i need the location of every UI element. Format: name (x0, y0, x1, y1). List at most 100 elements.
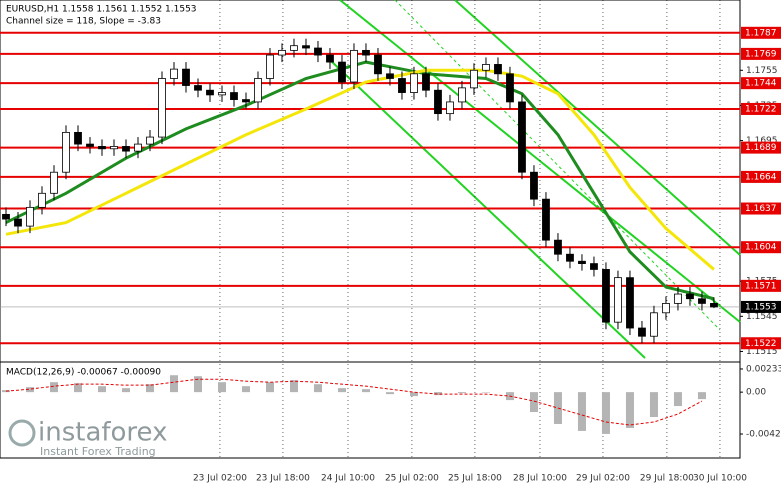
macd-bar (529, 392, 538, 413)
x-tick-label: 29 Jul 18:00 (640, 474, 694, 484)
level-label: 1.1664 (745, 172, 777, 182)
macd-bar (25, 387, 34, 393)
macd-bar (601, 392, 610, 434)
candle-body (650, 312, 658, 337)
candle-body (14, 218, 22, 227)
watermark-tagline: Instant Forex Trading (40, 445, 156, 458)
candle-body (158, 78, 166, 138)
candle-body (38, 192, 46, 208)
candle-body (434, 89, 442, 115)
macd-bar (337, 388, 346, 393)
level-label-box (741, 26, 781, 39)
macd-y-tick-label: 0.00 (746, 388, 766, 398)
macd-bar (289, 380, 298, 393)
watermark: instaforex Instant Forex Trading (8, 418, 167, 458)
last-price-box (741, 300, 781, 313)
candle-body (206, 89, 214, 96)
candle-body (710, 303, 718, 308)
candle-body (362, 49, 370, 56)
macd-bar (625, 392, 634, 428)
candle-body (170, 68, 178, 79)
macd-bar (49, 382, 58, 393)
level-label-box (741, 102, 781, 115)
candle-body (530, 171, 538, 200)
candle-body (350, 49, 358, 83)
candle-body (518, 101, 526, 173)
macd-bar (409, 392, 418, 397)
level-label-box (741, 241, 781, 254)
y-tick-label: 1.1515 (746, 347, 778, 357)
x-tick-label: 25 Jul 18:00 (448, 474, 502, 484)
macd-bar (73, 383, 82, 393)
candle-body (302, 45, 310, 49)
candle-body (482, 64, 490, 71)
watermark-name: instaforex (38, 418, 167, 448)
macd-bar (217, 382, 226, 393)
macd-bar (433, 392, 442, 396)
chart-subtitle: Channel size = 118, Slope = -3.83 (6, 17, 161, 27)
candle-body (134, 143, 142, 152)
candle-body (638, 327, 646, 337)
macd-bar (673, 392, 682, 407)
candle-body (326, 54, 334, 63)
x-tick-label: 24 Jul 10:00 (321, 474, 375, 484)
candle-body (338, 61, 346, 83)
logo-icon (8, 419, 36, 447)
macd-y-tick-label: 0.00233 (746, 364, 781, 374)
candle-body (662, 303, 670, 314)
macd-bar (649, 392, 658, 418)
x-tick-label: 23 Jul 02:00 (193, 474, 247, 484)
x-tick-label: 30 Jul 10:00 (693, 474, 747, 484)
candle-body (98, 146, 106, 150)
level-label: 1.1722 (745, 104, 777, 114)
chart-title: EURUSD,H1 1.1558 1.1561 1.1552 1.1553 (6, 5, 197, 15)
candle-body (398, 78, 406, 93)
level-label-box (741, 170, 781, 183)
level-label: 1.1637 (745, 204, 777, 214)
macd-bar (97, 386, 106, 393)
candle-body (506, 73, 514, 103)
candle-body (542, 198, 550, 241)
macd-title: MACD(12,26,9) -0.00067 -0.00090 (6, 368, 161, 378)
candle-body (386, 73, 394, 79)
candle-body (554, 239, 562, 255)
macd-bar (145, 384, 154, 393)
plot-frame (0, 0, 741, 459)
level-label-box (741, 337, 781, 350)
channel-upper-2 (454, 0, 741, 256)
level-label-box (741, 279, 781, 292)
candle-body (62, 131, 70, 173)
level-label-box (741, 202, 781, 215)
y-tick-label: 1.1695 (746, 136, 778, 146)
x-tick-label: 28 Jul 10:00 (513, 474, 567, 484)
candle-body (266, 54, 274, 79)
macd-signal (5, 378, 703, 426)
y-tick-label: 1.1755 (746, 66, 778, 76)
level-label: 1.1769 (745, 49, 777, 59)
candle-body (566, 253, 574, 262)
candle-body (458, 87, 466, 103)
macd-bar (697, 392, 706, 400)
candle-body (578, 260, 586, 264)
level-label-box (741, 77, 781, 90)
candle-body (290, 45, 298, 51)
candle-body (74, 131, 82, 145)
x-tick-label: 25 Jul 02:00 (385, 474, 439, 484)
x-tick-label: 29 Jul 02:00 (576, 474, 630, 484)
macd-bar (577, 392, 586, 431)
candle-body (122, 146, 130, 152)
candle-body (218, 92, 226, 96)
macd-bar (169, 375, 178, 393)
x-tick-label: 23 Jul 18:00 (256, 474, 310, 484)
candle-body (182, 68, 190, 86)
candle-body (446, 101, 454, 115)
macd-bar (265, 382, 274, 393)
macd-bar (121, 388, 130, 393)
candle-body (698, 298, 706, 304)
last-price-label: 1.1553 (745, 302, 777, 312)
candle-body (674, 293, 682, 304)
candle-body (2, 213, 10, 220)
level-label: 1.1744 (745, 79, 777, 89)
level-label: 1.1571 (745, 281, 777, 291)
candle-body (254, 78, 262, 103)
